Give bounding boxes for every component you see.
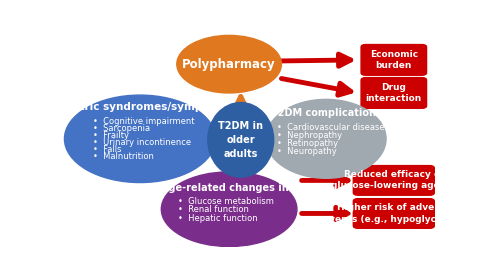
Text: •  Hepatic function: • Hepatic function xyxy=(178,214,258,223)
FancyBboxPatch shape xyxy=(361,45,426,75)
Text: Geriatric syndromes/symptoms: Geriatric syndromes/symptoms xyxy=(48,102,232,112)
Ellipse shape xyxy=(162,172,297,247)
Text: •  Sarcopenia: • Sarcopenia xyxy=(93,124,150,133)
Text: •  Neuropathy: • Neuropathy xyxy=(276,147,336,156)
Text: •  Cardiovascular disease: • Cardiovascular disease xyxy=(276,122,384,132)
FancyBboxPatch shape xyxy=(361,78,426,108)
Text: •  Falls: • Falls xyxy=(93,145,122,154)
Text: •  Malnutrition: • Malnutrition xyxy=(93,152,154,161)
Text: Drug
interaction: Drug interaction xyxy=(366,83,422,103)
Text: •  Glucose metabolism: • Glucose metabolism xyxy=(178,197,274,206)
Text: •  Urinary incontinence: • Urinary incontinence xyxy=(93,138,192,147)
Text: •  Cognitive impairment: • Cognitive impairment xyxy=(93,117,194,126)
Ellipse shape xyxy=(266,99,386,178)
Ellipse shape xyxy=(64,95,216,183)
Text: T2DM in
older
adults: T2DM in older adults xyxy=(218,121,263,159)
FancyBboxPatch shape xyxy=(354,166,434,195)
Text: •  Nephropathy: • Nephropathy xyxy=(276,131,342,140)
Ellipse shape xyxy=(208,102,274,177)
Text: Polypharmacy: Polypharmacy xyxy=(182,58,276,71)
Text: •  Renal function: • Renal function xyxy=(178,206,249,214)
Text: Higher risk of adverse
events (e.g., hypoglycemia): Higher risk of adverse events (e.g., hyp… xyxy=(323,203,465,224)
Text: Reduced efficacy of
glucose-lowering agents: Reduced efficacy of glucose-lowering age… xyxy=(332,170,456,191)
Ellipse shape xyxy=(177,35,282,93)
Text: Age-related changes in: Age-related changes in xyxy=(162,183,289,193)
Text: •  Frailty: • Frailty xyxy=(93,131,129,140)
FancyBboxPatch shape xyxy=(354,199,434,228)
Text: T2DM complications: T2DM complications xyxy=(270,108,382,118)
Text: •  Retinopathy: • Retinopathy xyxy=(276,139,338,148)
Text: Economic
burden: Economic burden xyxy=(370,50,418,70)
